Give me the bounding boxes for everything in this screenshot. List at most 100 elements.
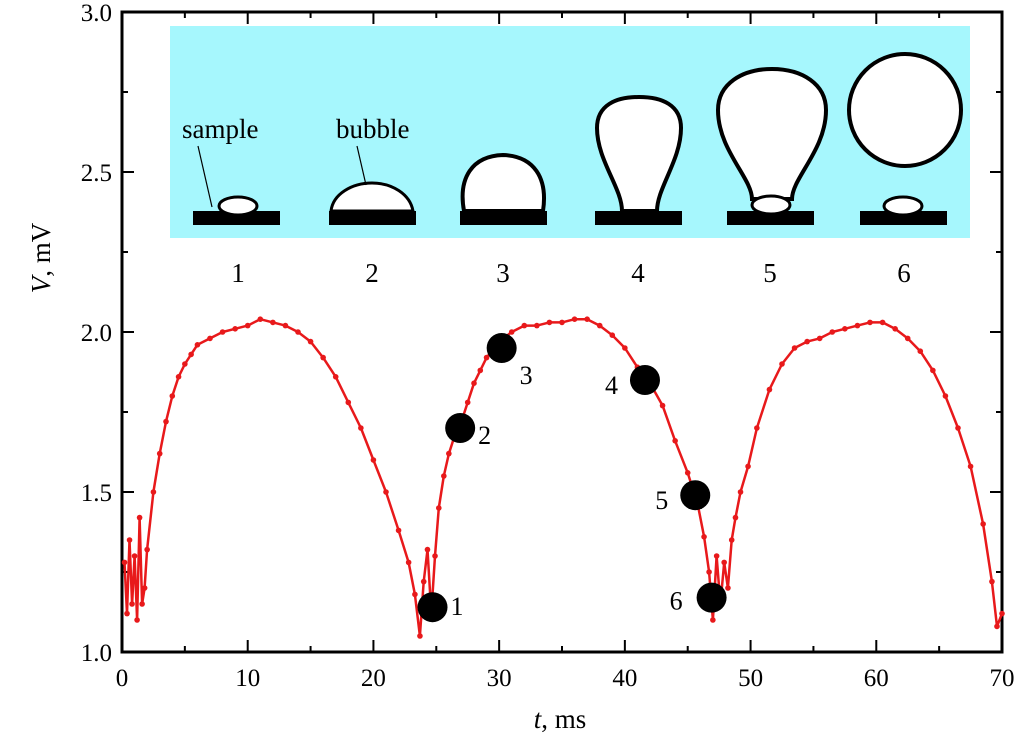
x-tick-label: 60 bbox=[864, 665, 889, 692]
data-point bbox=[989, 578, 995, 585]
data-point bbox=[710, 617, 716, 623]
data-point bbox=[904, 335, 911, 342]
data-point bbox=[358, 425, 364, 431]
data-point bbox=[521, 322, 528, 329]
data-point bbox=[879, 319, 886, 326]
data-point bbox=[728, 537, 735, 543]
data-point bbox=[999, 610, 1005, 617]
data-point bbox=[483, 354, 490, 361]
x-tick-label: 50 bbox=[738, 665, 763, 692]
data-point bbox=[779, 361, 785, 367]
data-point bbox=[295, 329, 301, 335]
data-point bbox=[432, 553, 438, 559]
marked-point bbox=[445, 413, 476, 443]
marked-point-label: 1 bbox=[451, 592, 464, 621]
data-point bbox=[994, 623, 1000, 630]
sample-base-1 bbox=[193, 211, 280, 225]
data-point bbox=[867, 319, 873, 326]
data-point bbox=[150, 489, 157, 495]
x-axis-label: t, ms bbox=[534, 704, 587, 734]
data-point bbox=[405, 559, 412, 566]
sample-base-6 bbox=[860, 211, 947, 225]
data-point bbox=[383, 489, 389, 495]
y-tick-label: 1.5 bbox=[81, 480, 112, 507]
stage-label: 1 bbox=[231, 258, 245, 288]
bubble-residual-6 bbox=[882, 195, 924, 217]
data-point bbox=[257, 316, 264, 323]
series-red bbox=[121, 316, 1005, 639]
bubble-shape-2 bbox=[329, 181, 415, 213]
bubble-shape-6 bbox=[847, 52, 963, 168]
data-point bbox=[320, 354, 326, 361]
data-point bbox=[124, 610, 130, 617]
sample-base-2 bbox=[329, 211, 416, 225]
data-point bbox=[424, 546, 431, 553]
stage-label: 3 bbox=[496, 258, 510, 288]
x-tick-label: 40 bbox=[612, 665, 637, 692]
sample-base-4 bbox=[595, 211, 682, 225]
data-point bbox=[706, 569, 712, 575]
data-point bbox=[596, 322, 603, 329]
data-point bbox=[219, 329, 226, 335]
sample-base-3 bbox=[460, 211, 547, 225]
y-axis-label: V, mV bbox=[26, 222, 56, 293]
data-point bbox=[345, 399, 352, 406]
bubble-pointer bbox=[356, 145, 367, 186]
data-point bbox=[446, 450, 452, 457]
bubble-shape-3 bbox=[460, 152, 546, 213]
inset-panel: sample bubble bbox=[170, 26, 970, 238]
stage-label: 5 bbox=[763, 258, 777, 288]
data-point bbox=[471, 380, 477, 387]
marked-point-label: 2 bbox=[478, 421, 491, 450]
data-point bbox=[441, 473, 447, 479]
data-point bbox=[609, 332, 616, 339]
data-point bbox=[144, 546, 150, 553]
x-tick-label: 20 bbox=[361, 665, 386, 692]
stage-label: 2 bbox=[365, 258, 379, 288]
y-tick-label: 3.0 bbox=[81, 0, 112, 27]
data-point bbox=[622, 345, 628, 351]
data-point bbox=[737, 489, 744, 495]
data-point bbox=[725, 585, 731, 591]
data-point bbox=[546, 319, 553, 326]
sample-pointer bbox=[197, 145, 213, 208]
y-tick-label: 1.0 bbox=[81, 640, 112, 667]
data-point bbox=[464, 399, 471, 406]
data-point bbox=[420, 578, 427, 585]
data-point bbox=[930, 367, 936, 374]
data-point bbox=[207, 335, 213, 342]
data-point bbox=[156, 450, 163, 457]
data-point bbox=[559, 319, 565, 326]
marked-point-label: 4 bbox=[605, 371, 618, 400]
data-point bbox=[955, 425, 961, 431]
data-point bbox=[721, 559, 727, 566]
marked-point bbox=[680, 480, 711, 511]
data-point bbox=[131, 553, 138, 559]
data-point bbox=[584, 316, 590, 323]
x-tick-label: 30 bbox=[487, 665, 512, 692]
data-point bbox=[141, 585, 148, 591]
data-point bbox=[129, 601, 135, 607]
data-point bbox=[754, 425, 760, 431]
label-sample: sample bbox=[182, 114, 258, 144]
data-point bbox=[332, 374, 339, 380]
data-point bbox=[804, 338, 810, 345]
marked-point-label: 3 bbox=[520, 361, 533, 390]
data-point bbox=[412, 591, 418, 598]
data-point bbox=[436, 505, 442, 511]
data-point bbox=[732, 514, 739, 521]
marked-points: 1 2 3 4 5 6 bbox=[417, 333, 727, 623]
bubble-residual-5 bbox=[750, 194, 792, 216]
data-point bbox=[477, 367, 484, 374]
data-point bbox=[534, 322, 540, 329]
x-tick-label: 0 bbox=[116, 665, 129, 692]
x-tick-label: 70 bbox=[990, 665, 1015, 692]
data-point bbox=[395, 527, 402, 534]
x-tick-label: 10 bbox=[235, 665, 260, 692]
data-point bbox=[892, 326, 898, 332]
y-tick-label: 2.5 bbox=[81, 160, 112, 187]
data-point bbox=[701, 534, 707, 540]
data-point bbox=[816, 335, 823, 342]
data-point bbox=[232, 326, 238, 332]
